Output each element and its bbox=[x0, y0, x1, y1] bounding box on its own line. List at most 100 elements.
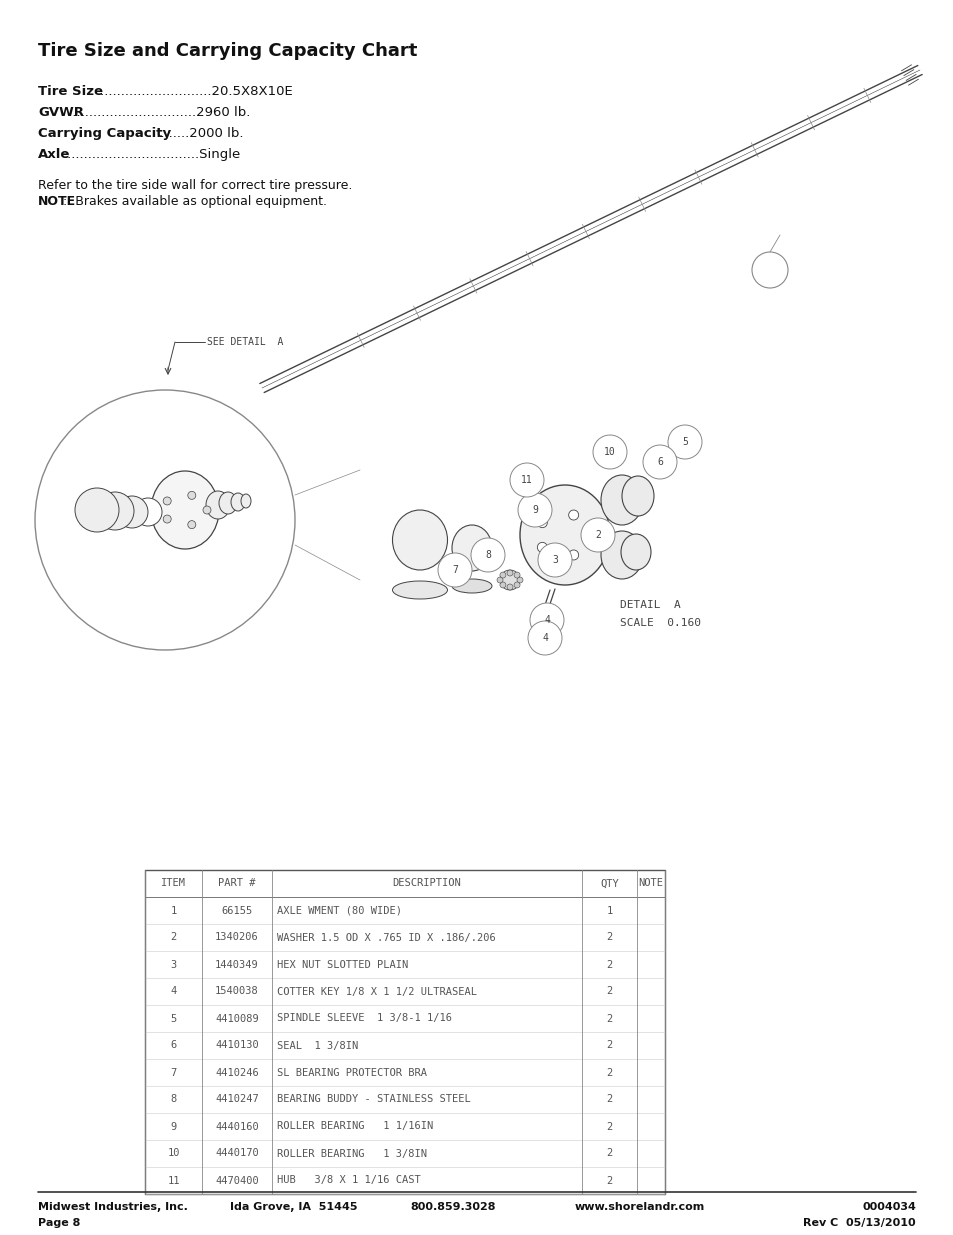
Circle shape bbox=[203, 506, 211, 514]
Text: SL BEARING PROTECTOR BRA: SL BEARING PROTECTOR BRA bbox=[276, 1067, 427, 1077]
Text: 800.859.3028: 800.859.3028 bbox=[410, 1202, 495, 1212]
Ellipse shape bbox=[600, 475, 642, 525]
Text: 2: 2 bbox=[606, 1176, 612, 1186]
Text: ROLLER BEARING   1 1/16IN: ROLLER BEARING 1 1/16IN bbox=[276, 1121, 433, 1131]
Text: 1340206: 1340206 bbox=[214, 932, 258, 942]
Circle shape bbox=[667, 425, 701, 459]
Ellipse shape bbox=[620, 534, 650, 571]
Ellipse shape bbox=[392, 510, 447, 571]
Text: 4470400: 4470400 bbox=[214, 1176, 258, 1186]
Circle shape bbox=[517, 493, 552, 527]
Circle shape bbox=[514, 572, 519, 578]
Text: 7: 7 bbox=[452, 564, 457, 576]
Text: 66155: 66155 bbox=[221, 905, 253, 915]
Circle shape bbox=[514, 582, 519, 588]
Circle shape bbox=[537, 517, 547, 527]
Circle shape bbox=[437, 553, 472, 587]
Ellipse shape bbox=[452, 579, 492, 593]
Text: 4410246: 4410246 bbox=[214, 1067, 258, 1077]
Text: 11: 11 bbox=[520, 475, 533, 485]
Circle shape bbox=[642, 445, 677, 479]
Text: 3: 3 bbox=[552, 555, 558, 564]
Circle shape bbox=[75, 488, 119, 532]
Text: SEE DETAIL  A: SEE DETAIL A bbox=[207, 337, 283, 347]
Text: 5: 5 bbox=[171, 1014, 176, 1024]
Text: 5: 5 bbox=[681, 437, 687, 447]
Text: 2: 2 bbox=[606, 1041, 612, 1051]
Circle shape bbox=[517, 577, 522, 583]
Text: ............................20.5X8X10E: ............................20.5X8X10E bbox=[96, 85, 293, 98]
Circle shape bbox=[188, 492, 195, 499]
Text: AXLE WMENT (80 WIDE): AXLE WMENT (80 WIDE) bbox=[276, 905, 401, 915]
Text: Rev C  05/13/2010: Rev C 05/13/2010 bbox=[802, 1218, 915, 1228]
Text: 0004034: 0004034 bbox=[862, 1202, 915, 1212]
Text: PART #: PART # bbox=[218, 878, 255, 888]
Text: 10: 10 bbox=[603, 447, 616, 457]
Circle shape bbox=[530, 603, 563, 637]
Text: 2: 2 bbox=[606, 1121, 612, 1131]
Circle shape bbox=[499, 572, 505, 578]
Circle shape bbox=[497, 577, 502, 583]
Circle shape bbox=[499, 582, 505, 588]
Text: www.shorelandr.com: www.shorelandr.com bbox=[575, 1202, 704, 1212]
Text: 4: 4 bbox=[171, 987, 176, 997]
Text: 4440170: 4440170 bbox=[214, 1149, 258, 1158]
Text: SPINDLE SLEEVE  1 3/8-1 1/16: SPINDLE SLEEVE 1 3/8-1 1/16 bbox=[276, 1014, 452, 1024]
Text: 11: 11 bbox=[167, 1176, 179, 1186]
Ellipse shape bbox=[151, 471, 219, 550]
Ellipse shape bbox=[519, 485, 609, 585]
Text: .................................Single: .................................Single bbox=[64, 148, 241, 161]
Text: 2: 2 bbox=[606, 932, 612, 942]
Text: COTTER KEY 1/8 X 1 1/2 ULTRASEAL: COTTER KEY 1/8 X 1 1/2 ULTRASEAL bbox=[276, 987, 476, 997]
Text: 8: 8 bbox=[484, 550, 491, 559]
Text: 2: 2 bbox=[595, 530, 600, 540]
Text: Tire Size: Tire Size bbox=[38, 85, 103, 98]
Text: DESCRIPTION: DESCRIPTION bbox=[393, 878, 461, 888]
Text: 6: 6 bbox=[171, 1041, 176, 1051]
Ellipse shape bbox=[206, 492, 230, 519]
Text: SEAL  1 3/8IN: SEAL 1 3/8IN bbox=[276, 1041, 358, 1051]
Text: 4410089: 4410089 bbox=[214, 1014, 258, 1024]
Text: 6: 6 bbox=[657, 457, 662, 467]
Text: 7: 7 bbox=[171, 1067, 176, 1077]
Circle shape bbox=[506, 571, 513, 576]
Text: 1: 1 bbox=[606, 905, 612, 915]
Text: Midwest Industries, Inc.: Midwest Industries, Inc. bbox=[38, 1202, 188, 1212]
Circle shape bbox=[133, 498, 162, 526]
Circle shape bbox=[35, 390, 294, 650]
Text: 1540038: 1540038 bbox=[214, 987, 258, 997]
Text: Tire Size and Carrying Capacity Chart: Tire Size and Carrying Capacity Chart bbox=[38, 42, 417, 61]
Text: Page 8: Page 8 bbox=[38, 1218, 80, 1228]
Text: 8: 8 bbox=[171, 1094, 176, 1104]
Circle shape bbox=[116, 496, 148, 529]
Circle shape bbox=[751, 252, 787, 288]
Text: Ida Grove, IA  51445: Ida Grove, IA 51445 bbox=[230, 1202, 357, 1212]
Text: 2: 2 bbox=[606, 1094, 612, 1104]
Circle shape bbox=[471, 538, 504, 572]
Text: 1440349: 1440349 bbox=[214, 960, 258, 969]
Circle shape bbox=[163, 515, 171, 524]
Text: ...............................2960 lb.: ...............................2960 lb. bbox=[64, 106, 250, 119]
Circle shape bbox=[580, 517, 615, 552]
Text: 4440160: 4440160 bbox=[214, 1121, 258, 1131]
Text: 4410247: 4410247 bbox=[214, 1094, 258, 1104]
Text: BEARING BUDDY - STAINLESS STEEL: BEARING BUDDY - STAINLESS STEEL bbox=[276, 1094, 470, 1104]
Ellipse shape bbox=[621, 475, 654, 516]
Ellipse shape bbox=[241, 494, 251, 508]
Circle shape bbox=[537, 543, 572, 577]
Ellipse shape bbox=[219, 492, 236, 514]
Text: ..........2000 lb.: ..........2000 lb. bbox=[149, 127, 244, 140]
Text: DETAIL  A: DETAIL A bbox=[619, 600, 680, 610]
Circle shape bbox=[527, 621, 561, 655]
Text: 2: 2 bbox=[606, 1149, 612, 1158]
Text: 1: 1 bbox=[111, 583, 119, 597]
Circle shape bbox=[568, 550, 578, 559]
Text: WASHER 1.5 OD X .765 ID X .186/.206: WASHER 1.5 OD X .765 ID X .186/.206 bbox=[276, 932, 496, 942]
Text: 2: 2 bbox=[606, 1014, 612, 1024]
Circle shape bbox=[506, 584, 513, 590]
Text: NOTE: NOTE bbox=[38, 195, 76, 207]
Ellipse shape bbox=[452, 525, 492, 571]
Text: NOTE: NOTE bbox=[638, 878, 662, 888]
Ellipse shape bbox=[600, 531, 642, 579]
Circle shape bbox=[163, 496, 171, 505]
